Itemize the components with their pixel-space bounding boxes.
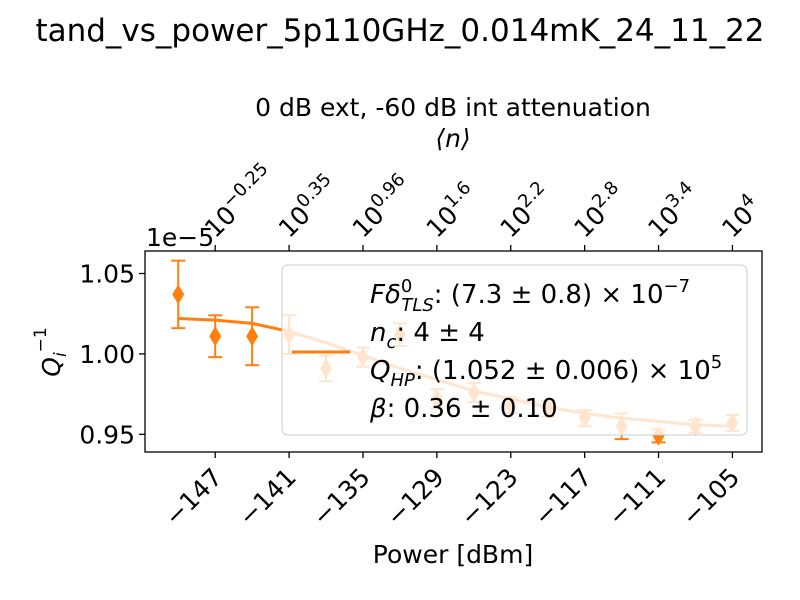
legend-symbol-sub: HP — [390, 370, 415, 391]
legend-symbol: β — [369, 394, 387, 424]
top-tick-exponent: −0.25 — [219, 158, 273, 212]
legend: Fδ0 TLS: (7.3 ± 0.8) × 10−7nc: 4 ± 4QHP: … — [281, 264, 748, 436]
legend-value: : (1.052 ± 0.006) × 10 — [415, 356, 711, 386]
top-tick-label: 101.6 — [418, 177, 484, 243]
top-axis-label: ⟨n⟩ — [435, 124, 470, 153]
y-offset-text: 1e−5 — [146, 223, 214, 252]
x-tick-label: −129 — [381, 462, 450, 531]
top-tick-label: 100.35 — [270, 169, 344, 243]
legend-symbol-sub: TLS — [401, 295, 433, 316]
y-tick-label: 1.05 — [79, 260, 135, 289]
legend-value: : (7.3 ± 0.8) × 10 — [434, 280, 664, 310]
top-tick-label: 102.2 — [492, 177, 558, 243]
legend-value: : 0.36 ± 0.10 — [387, 394, 558, 424]
y-axis-label-sup: −1 — [31, 327, 51, 352]
x-tick-label: −135 — [307, 462, 376, 531]
figure-title: tand_vs_power_5p110GHz_0.014mK_24_11_22 — [35, 13, 764, 49]
legend-value: : 4 ± 4 — [396, 318, 484, 348]
top-tick-label: 104 — [713, 189, 767, 243]
legend-box — [281, 264, 748, 436]
data-point — [245, 306, 260, 367]
y-axis-label: Qi−1 — [31, 327, 71, 376]
y-tick-label: 1.00 — [79, 340, 135, 369]
legend-symbol: n — [370, 318, 386, 348]
legend-entry: QHP: (1.052 ± 0.006) × 105 — [370, 352, 722, 391]
y-axis-label-main: Q — [37, 357, 66, 377]
legend-entry: β: 0.36 ± 0.10 — [369, 394, 558, 424]
x-tick-label: −123 — [455, 462, 524, 531]
x-tick-label: −105 — [676, 462, 745, 531]
y-tick-label: 0.95 — [79, 420, 135, 449]
y-axis-label-sub: i — [51, 352, 71, 357]
x-tick-label: −111 — [602, 462, 671, 531]
legend-symbol: Q — [370, 356, 390, 386]
legend-symbol-sub: c — [386, 332, 396, 353]
legend-entry: Fδ0 TLS: (7.3 ± 0.8) × 10−7 — [370, 276, 690, 316]
data-marker — [246, 326, 259, 347]
top-tick-label: 102.8 — [566, 177, 632, 243]
top-tick-label: 100.96 — [344, 169, 418, 243]
data-point — [171, 259, 186, 330]
x-tick-label: −117 — [528, 462, 597, 531]
axes-frame — [144, 250, 763, 453]
legend-entry: nc: 4 ± 4 — [370, 318, 485, 353]
chart-title: 0 dB ext, -60 dB int attenuation — [255, 93, 651, 122]
top-tick-label: 10−0.25 — [196, 158, 281, 243]
data-point — [208, 314, 223, 359]
legend-value-sup: 5 — [711, 352, 722, 373]
data-marker — [172, 284, 185, 305]
x-tick-label: −147 — [159, 462, 228, 531]
data-marker — [209, 326, 222, 347]
x-tick-label: −141 — [233, 462, 302, 531]
legend-symbol: Fδ — [370, 280, 401, 310]
legend-value-sup: −7 — [664, 276, 691, 297]
top-tick-label: 103.4 — [639, 177, 705, 243]
x-axis-label: Power [dBm] — [373, 540, 533, 569]
legend-symbol-sup: 0 — [401, 276, 412, 297]
